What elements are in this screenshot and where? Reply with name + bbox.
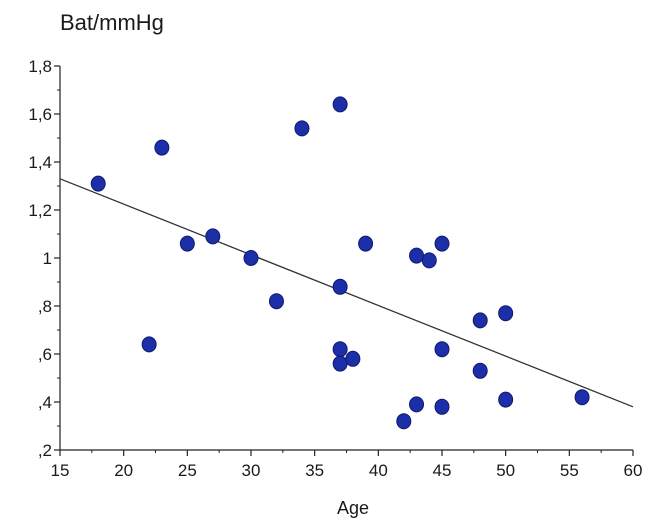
y-tick-label: 1	[43, 249, 52, 268]
x-ticks: 15 20 25 30 35 40 45 50 55 60	[51, 450, 643, 480]
data-point	[154, 139, 170, 156]
data-point	[179, 235, 195, 252]
data-point	[332, 278, 348, 295]
data-point	[472, 312, 488, 329]
x-tick-label: 50	[496, 461, 515, 480]
x-tick-label: 45	[433, 461, 452, 480]
x-tick-label: 35	[305, 461, 324, 480]
data-point	[332, 341, 348, 358]
data-point	[90, 175, 106, 192]
data-point	[434, 398, 450, 415]
x-tick-label: 30	[242, 461, 261, 480]
x-tick-label: 40	[369, 461, 388, 480]
y-tick-label: 1,6	[28, 105, 52, 124]
y-axis-title: Bat/mmHg	[60, 10, 164, 35]
y-tick-label: ,2	[38, 441, 52, 460]
data-point	[409, 396, 425, 413]
x-tick-label: 55	[560, 461, 579, 480]
data-point	[434, 235, 450, 252]
data-point	[498, 305, 514, 322]
data-point	[332, 96, 348, 113]
x-tick-label: 20	[114, 461, 133, 480]
trendline-group	[59, 178, 634, 408]
data-point	[205, 228, 221, 245]
y-tick-label: ,6	[38, 345, 52, 364]
y-tick-label: ,8	[38, 297, 52, 316]
data-point	[396, 413, 412, 430]
y-ticks: ,2 ,4 ,6 ,8 1 1,2 1,4 1,6 1,8	[28, 57, 60, 460]
data-point	[421, 252, 437, 269]
axes	[59, 66, 633, 451]
data-point	[141, 336, 157, 353]
data-point	[345, 350, 361, 367]
y-tick-label: ,4	[38, 393, 52, 412]
data-point	[243, 250, 259, 266]
y-tick-label: 1,4	[28, 153, 52, 172]
data-point	[332, 355, 348, 372]
data-point	[294, 120, 310, 137]
data-point	[574, 389, 590, 406]
x-tick-label: 25	[178, 461, 197, 480]
data-point	[434, 341, 450, 358]
data-point	[358, 235, 374, 252]
trendline	[59, 178, 634, 408]
data-point	[472, 362, 488, 379]
x-tick-label: 60	[624, 461, 643, 480]
x-tick-label: 15	[51, 461, 70, 480]
y-tick-label: 1,2	[28, 201, 52, 220]
data-point	[268, 293, 284, 310]
data-point	[498, 391, 514, 408]
data-point	[409, 247, 425, 264]
x-axis-title: Age	[337, 498, 369, 518]
data-points	[90, 96, 590, 430]
y-tick-label: 1,8	[28, 57, 52, 76]
